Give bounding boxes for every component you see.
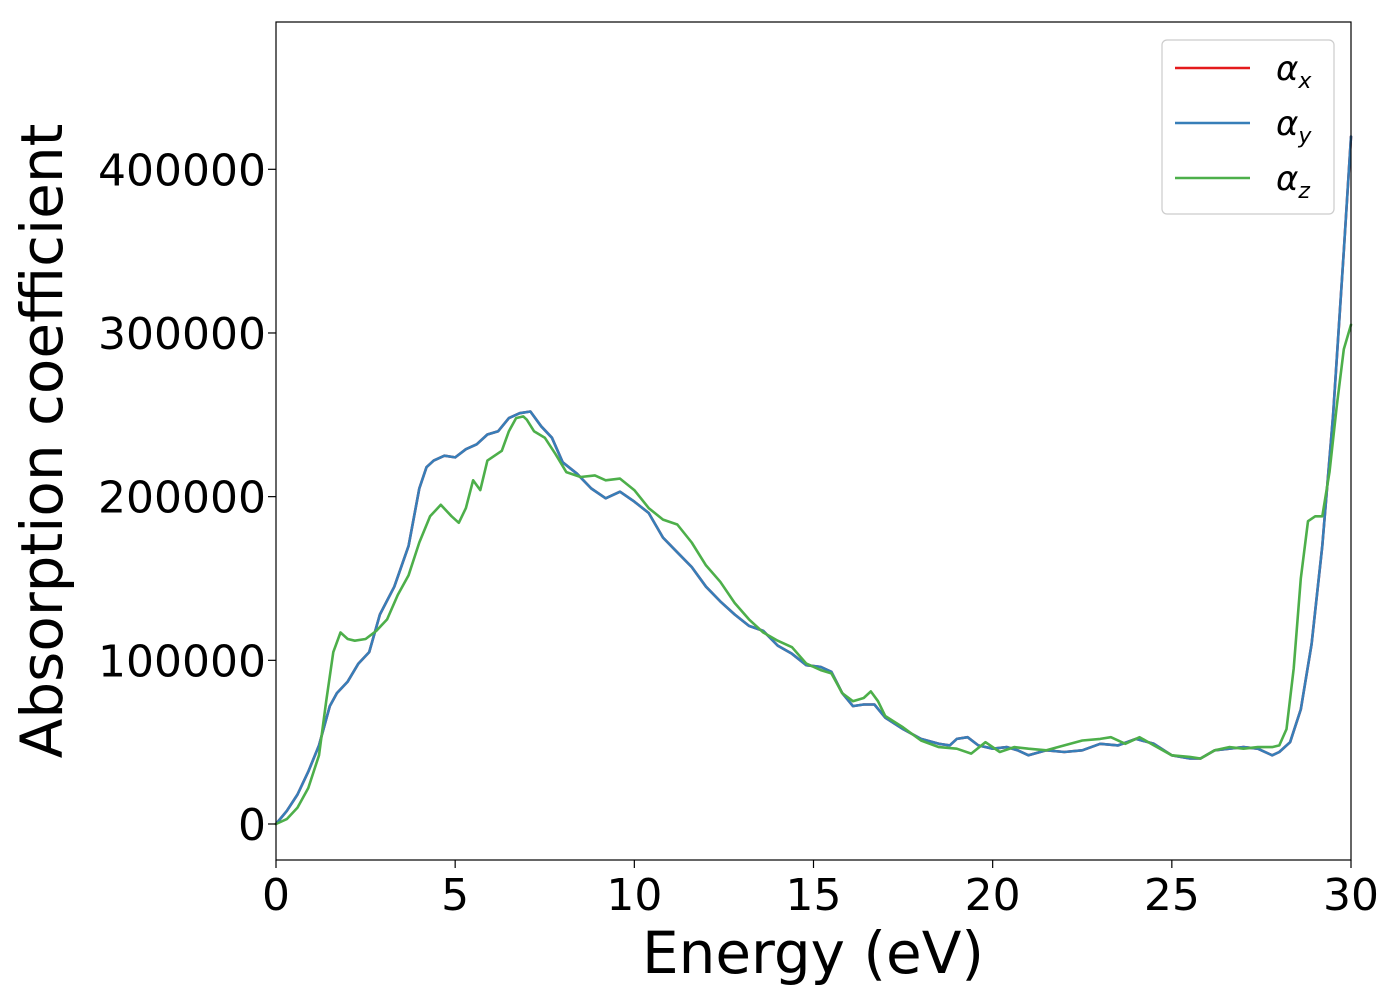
series-line-1 [274,135,1353,826]
y-tick-label: 200000 [98,473,266,524]
x-tick-label: 5 [441,870,469,921]
legend-label: αy [1276,104,1312,149]
x-tick-label: 10 [606,870,662,921]
series-layer [274,135,1353,826]
y-tick-label: 0 [238,800,266,851]
legend: αx αy αz [1161,39,1335,215]
x-tick-label: 30 [1323,870,1379,921]
y-axis-label: Absorption coefficient [8,124,76,759]
y-tick-label: 400000 [98,145,266,196]
x-axis-label: Energy (eV) [642,919,984,987]
x-tick-label: 25 [1144,870,1200,921]
x-tick-label: 15 [786,870,842,921]
legend-box [1161,39,1335,215]
y-axis: 0 100000 200000 300000 400000 [98,145,276,851]
y-tick-label: 300000 [98,309,266,360]
series-line-2 [274,323,1353,826]
legend-label: αx [1276,49,1312,94]
x-tick-label: 0 [262,870,290,921]
x-axis: 0 5 10 15 20 25 30 [262,860,1379,921]
x-tick-label: 20 [965,870,1021,921]
y-tick-label: 100000 [98,636,266,687]
legend-label: αz [1276,159,1310,204]
